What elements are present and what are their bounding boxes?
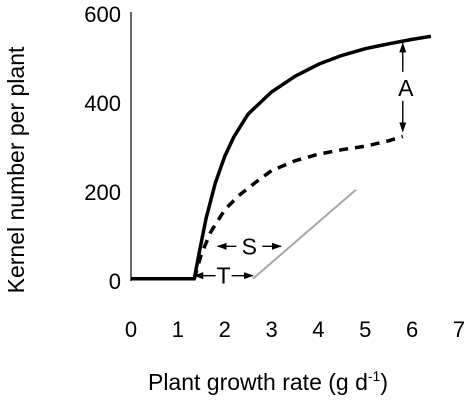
annotation-s-label: S bbox=[242, 233, 257, 259]
chart-annotations: A ST bbox=[193, 42, 414, 289]
x-tick-label: 3 bbox=[265, 317, 277, 342]
x-tick-label: 7 bbox=[453, 317, 465, 342]
tick-labels: 0 200 400 600 0 1 2 3 4 5 6 7 bbox=[84, 2, 465, 342]
gray-threshold-line bbox=[252, 189, 357, 280]
annotation-a-label: A bbox=[398, 75, 414, 101]
x-tick-label: 1 bbox=[172, 317, 184, 342]
chart-series bbox=[131, 34, 432, 281]
y-tick-label: 200 bbox=[84, 180, 121, 205]
x-tick-label: 4 bbox=[312, 317, 324, 342]
x-tick-label: 6 bbox=[406, 317, 418, 342]
x-axis-title-main: Plant growth rate (g d bbox=[148, 369, 368, 395]
x-tick-label: 0 bbox=[125, 317, 137, 342]
y-axis-title: Kernel number per plant bbox=[3, 46, 29, 293]
y-tick-label: 400 bbox=[84, 91, 121, 116]
y-tick-label: 0 bbox=[109, 269, 121, 294]
x-axis-title-superscript: -1 bbox=[368, 368, 381, 384]
annotation-t-label: T bbox=[217, 263, 231, 289]
x-tick-label: 2 bbox=[219, 317, 231, 342]
solid-potential-kernel-line bbox=[131, 34, 432, 281]
x-tick-label: 5 bbox=[359, 317, 371, 342]
x-axis-title-close: ) bbox=[380, 369, 388, 395]
y-tick-label: 600 bbox=[84, 2, 121, 27]
dashed-kernel-line bbox=[192, 134, 404, 280]
x-axis-title: Plant growth rate (g d-1) bbox=[148, 368, 388, 395]
